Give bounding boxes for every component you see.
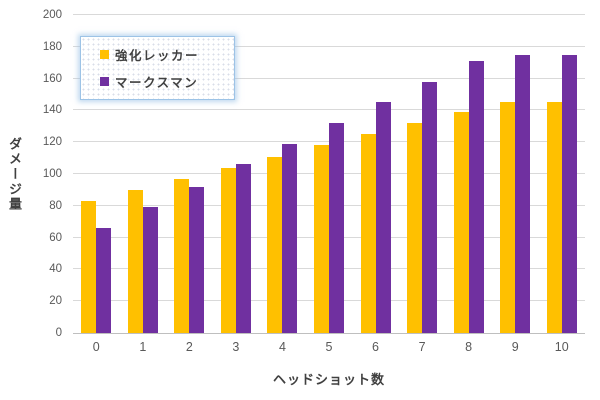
x-axis-title: ヘッドショット数 bbox=[272, 372, 385, 387]
x-axis-line bbox=[73, 333, 585, 334]
legend-item-series-1[interactable]: マークスマン bbox=[100, 72, 234, 91]
bar-series-0-x-6[interactable] bbox=[360, 134, 376, 333]
y-tick-label-180: 180 bbox=[42, 40, 62, 53]
y-tick-label-40: 40 bbox=[49, 263, 62, 276]
x-tick-label-9: 9 bbox=[511, 340, 519, 354]
legend-label-series-0: 強化レッカー bbox=[115, 49, 200, 63]
x-tick-label-7: 7 bbox=[418, 340, 426, 354]
bar-series-1-x-0[interactable] bbox=[96, 228, 112, 333]
legend-label-series-1: マークスマン bbox=[115, 76, 199, 90]
x-tick-label-2: 2 bbox=[185, 340, 193, 354]
x-tick-label-1: 1 bbox=[139, 340, 147, 354]
bar-series-0-x-8[interactable] bbox=[453, 112, 469, 333]
x-tick-label-5: 5 bbox=[325, 340, 333, 354]
y-tick-label-120: 120 bbox=[42, 136, 62, 149]
legend-item-series-0[interactable]: 強化レッカー bbox=[100, 45, 234, 64]
gridline-160 bbox=[73, 77, 585, 79]
bar-series-0-x-9[interactable] bbox=[500, 102, 516, 333]
y-tick-label-0: 0 bbox=[55, 327, 62, 339]
bar-series-1-x-5[interactable] bbox=[329, 123, 344, 333]
bar-series-0-x-2[interactable] bbox=[174, 179, 190, 333]
bar-series-1-x-3[interactable] bbox=[235, 164, 251, 333]
bar-series-1-x-2[interactable] bbox=[189, 187, 205, 333]
bar-series-0-x-1[interactable] bbox=[127, 190, 143, 333]
bar-series-0-x-3[interactable] bbox=[220, 168, 236, 333]
y-tick-label-100: 100 bbox=[42, 168, 62, 180]
bar-series-1-x-7[interactable] bbox=[422, 82, 438, 333]
gridline-140 bbox=[73, 109, 585, 111]
plot-area bbox=[73, 14, 585, 334]
bar-series-1-x-4[interactable] bbox=[282, 144, 298, 333]
bar-series-1-x-9[interactable] bbox=[515, 55, 531, 333]
bar-series-1-x-10[interactable] bbox=[561, 55, 577, 333]
bar-series-0-x-0[interactable] bbox=[81, 201, 97, 333]
x-tick-label-8: 8 bbox=[465, 340, 473, 354]
x-tick-label-3: 3 bbox=[232, 340, 240, 354]
y-tick-label-140: 140 bbox=[42, 104, 62, 117]
y-axis-title: ダメージ量 bbox=[7, 136, 22, 212]
series-0-swatch-icon bbox=[100, 50, 109, 59]
bar-series-1-x-1[interactable] bbox=[142, 207, 158, 333]
bar-series-1-x-6[interactable] bbox=[375, 102, 391, 333]
y-tick-label-60: 60 bbox=[49, 231, 62, 244]
legend[interactable]: 強化レッカー マークスマン bbox=[80, 36, 235, 100]
x-tick-label-0: 0 bbox=[92, 340, 100, 354]
bar-series-1-x-8[interactable] bbox=[468, 61, 484, 333]
y-tick-label-20: 20 bbox=[49, 295, 62, 308]
x-tick-label-6: 6 bbox=[372, 340, 379, 354]
gridline-200 bbox=[73, 14, 585, 15]
y-tick-label-80: 80 bbox=[49, 199, 62, 212]
y-tick-label-160: 160 bbox=[42, 72, 62, 85]
bar-series-0-x-10[interactable] bbox=[546, 102, 562, 333]
bar-series-0-x-7[interactable] bbox=[407, 123, 423, 333]
y-tick-label-200: 200 bbox=[42, 9, 62, 21]
bar-series-0-x-4[interactable] bbox=[267, 157, 283, 333]
gridline-180 bbox=[73, 45, 585, 47]
x-tick-label-4: 4 bbox=[278, 340, 286, 354]
x-tick-label-10: 10 bbox=[554, 340, 569, 354]
bar-series-0-x-5[interactable] bbox=[314, 145, 329, 333]
series-1-swatch-icon bbox=[100, 77, 109, 86]
